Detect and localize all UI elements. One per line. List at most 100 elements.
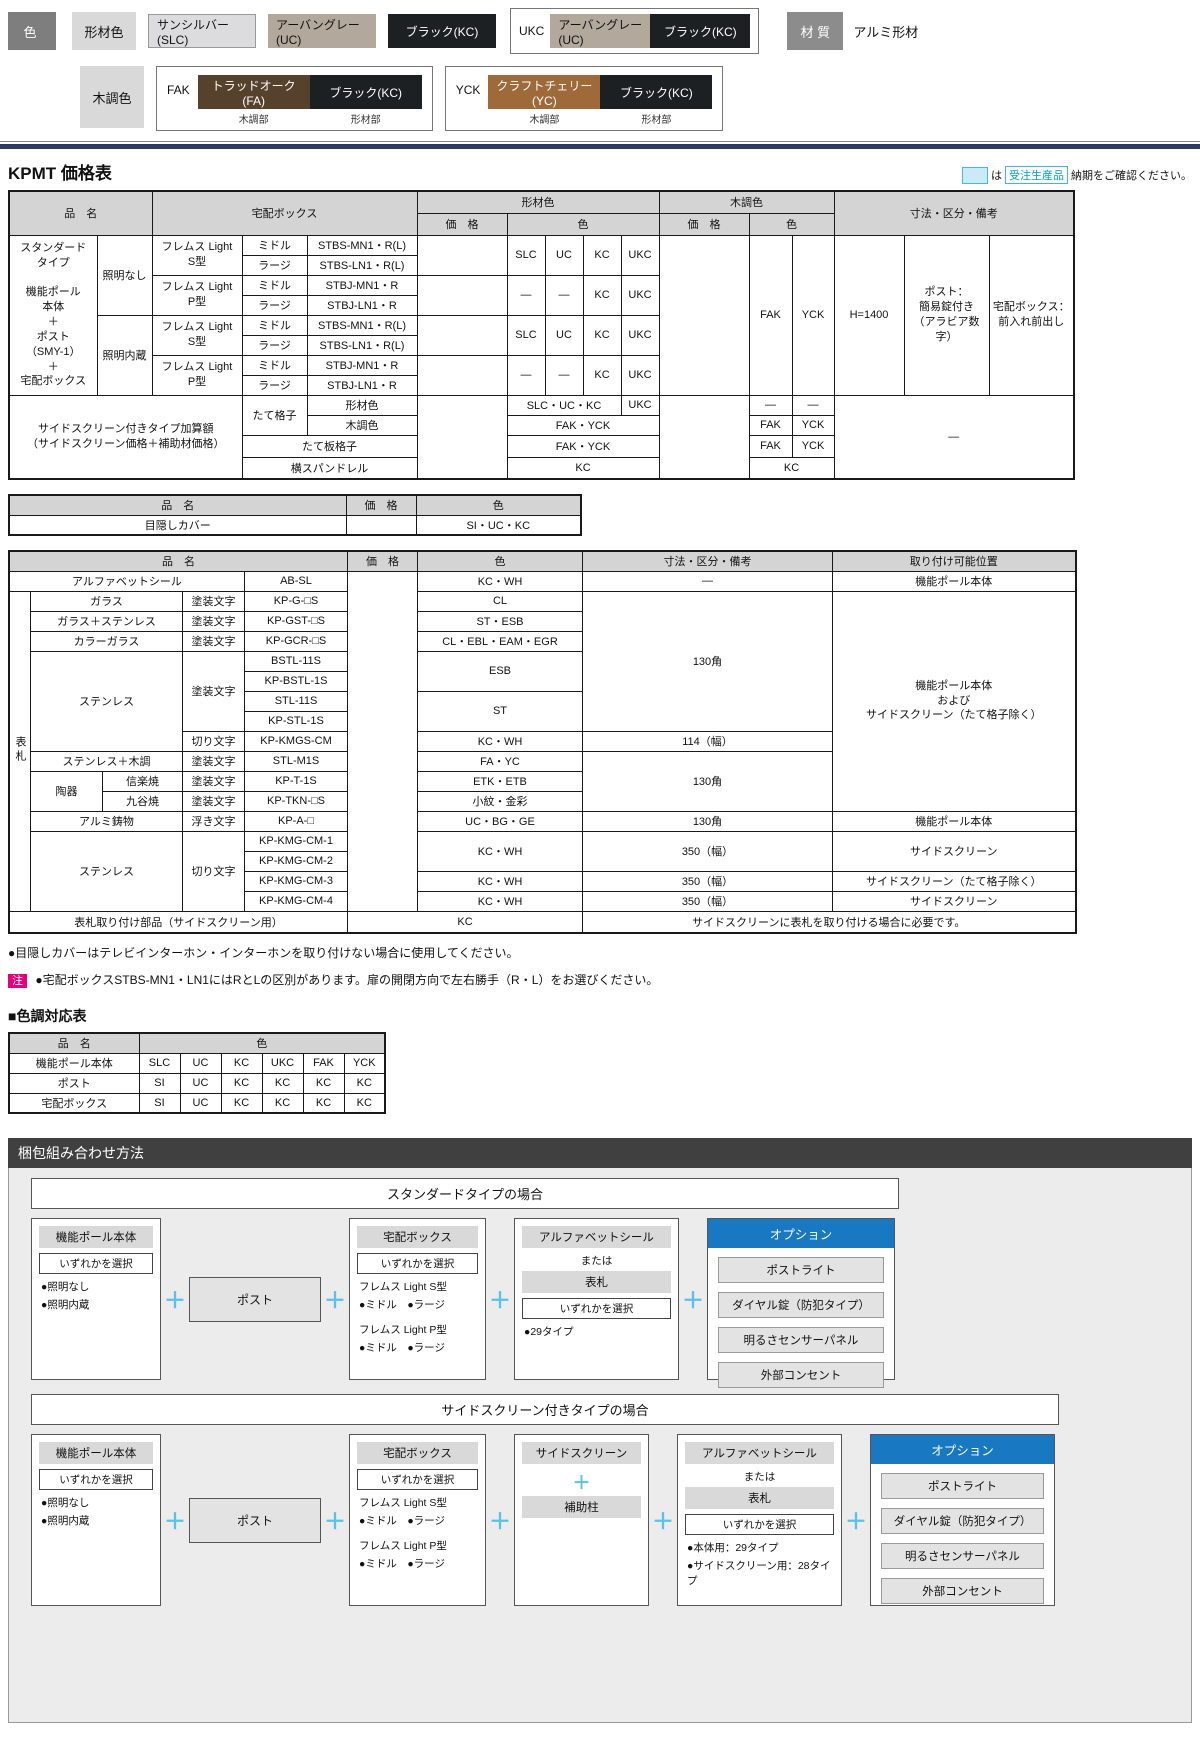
seal-box-header: アルファベットシール [522, 1226, 671, 1248]
model-cell: STBJ-MN1・R [306, 274, 418, 296]
side-screen-box: サイドスクリーン ＋ 補助柱 [514, 1434, 649, 1606]
color-code-cell: ESB [417, 650, 583, 692]
position-cell: サイドスクリーン [832, 890, 1076, 912]
spec-cell: 350（幅） [582, 890, 833, 912]
model-cell: STBJ-LN1・R [306, 294, 418, 316]
swatch-urbangray: アーバングレー(UC) [268, 14, 376, 48]
size-cell: ラージ [241, 254, 308, 276]
legend-text: 納期をご確認ください。 [1071, 170, 1192, 182]
color-code-cell: KC [302, 1092, 345, 1114]
color-code-cell: CL [417, 590, 583, 612]
color-code-cell: UC [544, 314, 584, 356]
model-cell: KP-GCR-□S [244, 630, 348, 652]
size-cell: ミドル [241, 234, 308, 256]
color-map-title: ■色調対応表 [8, 1008, 87, 1024]
color-code-cell: ETK・ETB [417, 770, 583, 792]
ukc-code: UKC [519, 24, 545, 38]
packing-section-title: 梱包組み合わせ方法 [8, 1138, 1192, 1168]
lighting-cell: 照明内蔵 [96, 314, 153, 396]
color-code-cell: KC・WH [417, 570, 583, 592]
color-code-cell: YCK [791, 234, 835, 396]
fak-wood-group: FAK トラッドオーク(FA) 木調部 ブラック(KC) 形材部 [156, 66, 433, 131]
spec-cell: 350（幅） [582, 830, 833, 872]
size-cell: ミドル [241, 354, 308, 376]
swatch-ukc-urbangray: アーバングレー(UC) [550, 14, 651, 48]
option-lighting-none: ●照明なし [41, 1497, 90, 1509]
color-code-cell: — [506, 274, 546, 316]
position-cell: サイドスクリーン [832, 830, 1076, 872]
color-code-cell: UC [179, 1052, 222, 1074]
color-code-cell: FAK [302, 1052, 345, 1074]
color-code-cell: UKC [261, 1052, 304, 1074]
spec-cell: 350（幅） [582, 870, 833, 892]
lattice-color-type: 形材色 [306, 394, 418, 416]
color-code-cell: UC・BG・GE [417, 810, 583, 832]
color-code-cell: KC [220, 1072, 263, 1094]
select-one-label: いずれかを選択 [357, 1469, 478, 1490]
model-cell: STL-11S [244, 690, 348, 712]
color-code-cell: UKC [620, 314, 660, 356]
size-cell: ラージ [241, 334, 308, 356]
plus-icon: ＋ [572, 1473, 591, 1493]
plus-icon: ＋ [163, 1509, 186, 1534]
color-code-cell: SLC [506, 234, 546, 276]
select-one-label: いずれかを選択 [357, 1253, 478, 1274]
column-header: 取り付け可能位置 [832, 550, 1076, 572]
frame-part-caption: 形材部 [641, 115, 672, 126]
color-map-table: 品 名 色 機能ポール本体 SLC UC KC UKC FAK YCK ポスト … [8, 1032, 386, 1114]
color-code-cell: KC [343, 1092, 386, 1114]
price-cell-empty [658, 234, 750, 396]
color-code-cell: KC [302, 1072, 345, 1094]
product-name-cell: 宅配ボックス [8, 1092, 140, 1114]
model-cell: STL-M1S [244, 750, 348, 772]
color-code-cell: — [544, 274, 584, 316]
color-code-cell: KC・WH [417, 870, 583, 892]
color-legend-section: 色 形材色 サンシルバー(SLC) アーバングレー(UC) ブラック(KC) U… [8, 8, 1192, 131]
model-cell: KP-BSTL-1S [244, 670, 348, 692]
letter-type-cell: 塗装文字 [182, 590, 245, 612]
model-cell: STBS-LN1・R(L) [306, 254, 418, 276]
color-code-cell: YCK [343, 1052, 386, 1074]
swatch-tradoak: トラッドオーク(FA) [197, 75, 310, 109]
note-cell: サイドスクリーンに表札を取り付ける場合に必要です。 [582, 910, 1076, 934]
material-value: アルミ形材 [853, 24, 919, 40]
box-s-sizes: ●ミドル ●ラージ [359, 1515, 445, 1527]
option-lighting-built: ●照明内蔵 [41, 1299, 90, 1311]
delivery-box: 宅配ボックス いずれかを選択 フレムス Light S型 ●ミドル ●ラージ フ… [349, 1218, 486, 1380]
color-code-cell: UC [544, 234, 584, 276]
yck-code: YCK [455, 83, 481, 97]
delivery-box: 宅配ボックス いずれかを選択 フレムス Light S型 ●ミドル ●ラージ フ… [349, 1434, 486, 1606]
color-code-cell: YCK [791, 414, 835, 436]
plus-icon: ＋ [844, 1509, 867, 1534]
letter-type-cell: 塗装文字 [182, 770, 245, 792]
color-code-cell: KC [748, 456, 835, 480]
product-name-cell: ポスト [8, 1072, 140, 1094]
standard-type-row: 機能ポール本体 いずれかを選択 ●照明なし ●照明内蔵 ＋ ポスト ＋ 宅配ボッ… [31, 1218, 1191, 1388]
material-cell: ガラス＋ステンレス [30, 610, 183, 632]
box-p-type: フレムス Light P型 [359, 1324, 447, 1336]
color-code-cell: SLC [506, 314, 546, 356]
seal-box: アルファベットシール または 表札 いずれかを選択 ●29タイプ [514, 1218, 679, 1380]
made-to-order-legend: は 受注生産品 納期をご確認ください。 [962, 166, 1192, 184]
color-code-cell: FAK [748, 234, 793, 396]
support-post-header: 補助柱 [522, 1496, 641, 1518]
option-postlight: ポストライト [881, 1473, 1044, 1499]
plus-icon: ＋ [651, 1509, 674, 1534]
swatch-ukc-group: UKC アーバングレー(UC) ブラック(KC) [510, 8, 760, 54]
box-type-cell: フレムス Light P型 [151, 274, 243, 316]
nameplate-side-label: 表札 [8, 590, 31, 912]
position-cell: 機能ポール本体 [832, 570, 1076, 592]
plus-icon: ＋ [488, 1288, 511, 1313]
lattice-color-type: 木調色 [306, 414, 418, 436]
model-cell: KP-KMG-CM-1 [244, 830, 348, 852]
seal-box-header: アルファベットシール [685, 1442, 834, 1464]
material-cell: ステンレス＋木調 [30, 750, 183, 772]
model-cell: STBS-MN1・R(L) [306, 314, 418, 336]
size-cell: ミドル [241, 314, 308, 336]
pole-box-header: 機能ポール本体 [39, 1442, 153, 1464]
note-cover: ●目隠しカバーはテレビインターホン・インターホンを取り付けない場合に使用してくだ… [8, 946, 519, 960]
model-cell: KP-T-1S [244, 770, 348, 792]
option-29type: ●29タイプ [524, 1326, 574, 1338]
plus-icon: ＋ [323, 1509, 346, 1534]
post-box: ポスト [189, 1276, 321, 1322]
